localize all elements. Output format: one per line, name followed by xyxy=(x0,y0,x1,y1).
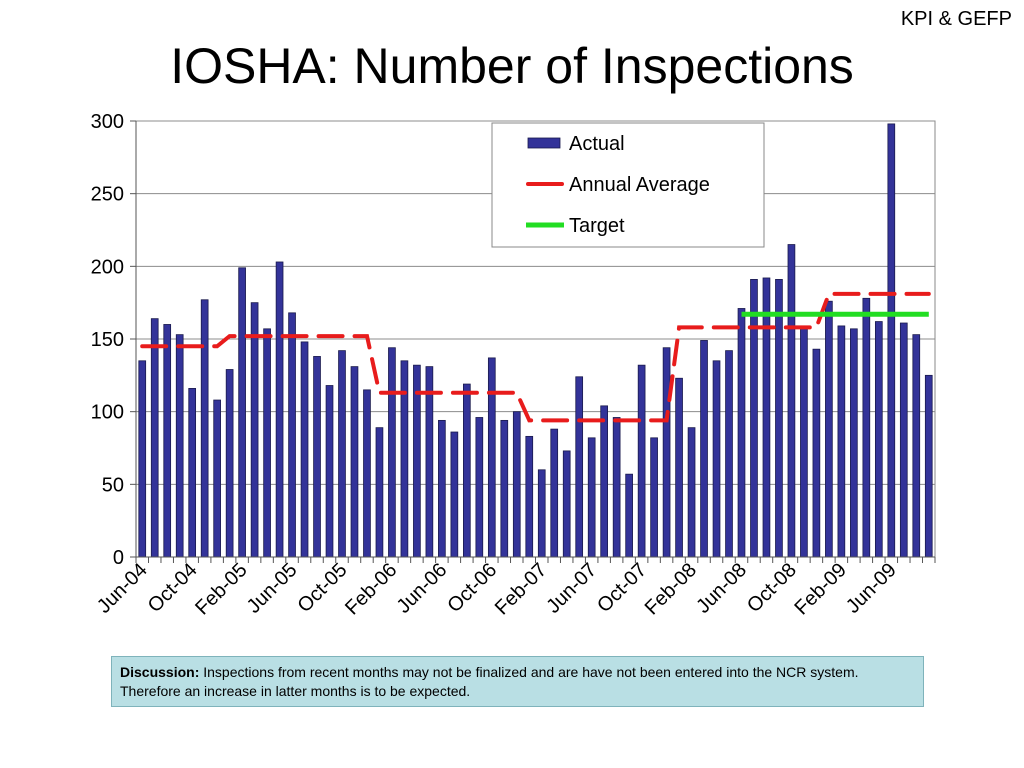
legend: Actual Annual Average Target xyxy=(491,122,765,248)
bar xyxy=(600,405,608,558)
bar xyxy=(512,411,521,558)
bar xyxy=(313,356,321,558)
bar xyxy=(363,389,371,558)
bar xyxy=(787,244,796,558)
discussion-label: Discussion: xyxy=(120,664,200,680)
x-tick-label: Feb-06 xyxy=(341,559,401,619)
bar xyxy=(288,312,296,558)
x-tick-label: Oct-08 xyxy=(743,559,801,617)
y-tick-label: 200 xyxy=(91,256,124,278)
x-tick-label: Jun-07 xyxy=(542,559,601,618)
bar xyxy=(175,334,184,558)
bar xyxy=(525,435,534,558)
bar xyxy=(675,377,683,558)
bar xyxy=(700,340,708,558)
bar xyxy=(350,366,359,558)
bar xyxy=(275,261,284,558)
bar xyxy=(712,360,721,558)
x-tick-label: Jun-09 xyxy=(842,559,901,618)
x-tick-label: Feb-09 xyxy=(791,559,851,619)
series-lines xyxy=(140,291,931,423)
bar xyxy=(450,431,459,558)
bar xyxy=(587,437,596,558)
x-tick-label: Jun-08 xyxy=(692,559,751,618)
bar xyxy=(250,302,259,558)
y-tick-label: 100 xyxy=(91,402,124,424)
bar xyxy=(537,469,546,558)
bar xyxy=(263,328,271,558)
bar xyxy=(163,324,172,558)
y-tick-label: 150 xyxy=(91,329,124,351)
bar xyxy=(388,347,396,558)
bar xyxy=(850,328,858,558)
bar xyxy=(687,427,696,558)
bar xyxy=(862,297,871,558)
x-tick-label: Oct-04 xyxy=(144,559,202,617)
bar xyxy=(750,279,758,558)
bar xyxy=(213,399,221,558)
actual-bars xyxy=(138,123,933,558)
bar xyxy=(138,360,147,558)
bar xyxy=(562,450,571,558)
bar xyxy=(150,318,159,558)
bar xyxy=(912,334,921,558)
bar xyxy=(775,279,783,558)
bar xyxy=(463,383,471,558)
bar xyxy=(375,427,384,558)
bar xyxy=(837,325,846,558)
bar xyxy=(825,300,833,558)
bar xyxy=(338,350,346,558)
bar xyxy=(438,419,446,558)
bar xyxy=(238,267,246,558)
x-tick-label: Feb-08 xyxy=(641,559,701,619)
bar xyxy=(625,473,633,558)
bar xyxy=(762,277,771,558)
x-tick-label: Oct-05 xyxy=(294,559,352,617)
bar xyxy=(400,360,409,558)
y-tick-label: 0 xyxy=(113,547,124,569)
bar xyxy=(188,388,197,558)
bar xyxy=(200,299,209,558)
y-tick-label: 250 xyxy=(91,184,124,206)
x-tick-label: Oct-06 xyxy=(443,559,501,617)
x-tick-label: Oct-07 xyxy=(593,559,651,617)
x-tick-label: Jun-06 xyxy=(393,559,452,618)
bar xyxy=(924,374,933,558)
y-tick-label: 300 xyxy=(91,111,124,133)
corner-label: KPI & GEFP xyxy=(900,8,1012,30)
annual-average-line xyxy=(140,291,931,423)
bar xyxy=(500,419,509,558)
bar xyxy=(550,428,559,558)
bar xyxy=(899,322,908,558)
x-tick-label: Feb-05 xyxy=(191,559,251,619)
bar xyxy=(425,366,434,558)
bar xyxy=(325,385,334,558)
legend-label: Actual xyxy=(569,133,625,155)
y-tick-label: 50 xyxy=(102,474,124,496)
bar xyxy=(300,341,309,558)
x-tick-label: Jun-05 xyxy=(243,559,302,618)
bar xyxy=(487,357,496,558)
bar xyxy=(725,350,733,558)
bar xyxy=(800,326,808,558)
bar xyxy=(662,347,671,558)
page-title: IOSHA: Number of Inspections xyxy=(170,38,854,94)
bar xyxy=(812,348,821,558)
bar xyxy=(575,376,584,558)
legend-swatch-actual xyxy=(527,137,561,149)
legend-label: Target xyxy=(569,215,625,237)
bar xyxy=(612,417,621,558)
discussion-box: Discussion: Inspections from recent mont… xyxy=(111,656,924,707)
inspections-chart: 050100150200250300Jun-04Oct-04Feb-05Jun-… xyxy=(91,111,936,619)
bar xyxy=(874,321,883,558)
bar xyxy=(637,364,646,558)
legend-label: Annual Average xyxy=(569,174,710,196)
bar xyxy=(475,417,484,558)
discussion-text: Inspections from recent months may not b… xyxy=(120,664,859,699)
bar xyxy=(737,308,746,558)
bar xyxy=(650,437,658,558)
bar xyxy=(887,123,896,558)
bar xyxy=(225,369,234,558)
x-tick-label: Feb-07 xyxy=(491,559,551,619)
